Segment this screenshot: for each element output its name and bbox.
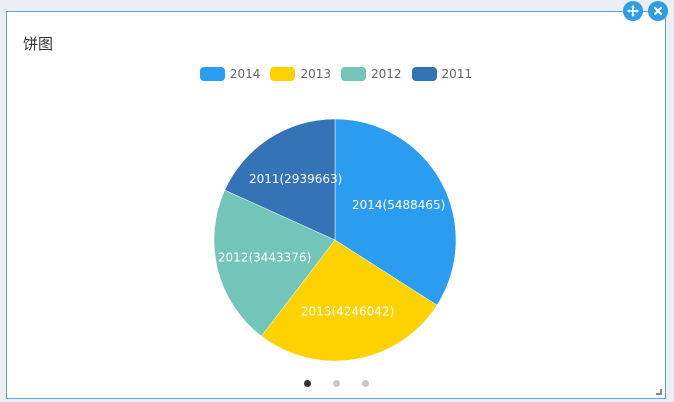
chart-widget: 饼图 2014 2013 2012 2011 2014(5488465) 2013(42… bbox=[6, 11, 666, 399]
legend-item-2014[interactable]: 2014 bbox=[199, 67, 261, 81]
pie-chart: 2014(5488465) 2013(4246042) 2012(3443376) 2… bbox=[213, 118, 457, 362]
pager-dot-1[interactable] bbox=[303, 380, 311, 387]
pie-slice-2014[interactable] bbox=[334, 118, 457, 306]
slice-label-2014: 2014(5488465) bbox=[352, 198, 445, 212]
legend-label: 2013 bbox=[300, 67, 331, 81]
legend-swatch bbox=[341, 67, 366, 81]
legend-item-2013[interactable]: 2013 bbox=[270, 67, 331, 81]
close-icon-glyph bbox=[653, 6, 663, 16]
move-icon[interactable] bbox=[623, 1, 643, 21]
slice-label-2013: 2013(4246042) bbox=[301, 304, 394, 318]
pie-slice-2013[interactable] bbox=[261, 239, 438, 362]
pie-slice-2012[interactable] bbox=[213, 189, 336, 337]
legend-swatch bbox=[270, 67, 296, 81]
legend-label: 2012 bbox=[371, 67, 402, 81]
chart-title: 饼图 bbox=[23, 35, 54, 53]
legend-swatch bbox=[411, 67, 437, 81]
pager-dot-3[interactable] bbox=[361, 380, 369, 387]
legend-label: 2014 bbox=[229, 67, 261, 81]
close-icon[interactable] bbox=[648, 1, 668, 21]
legend-item-2012[interactable]: 2012 bbox=[341, 67, 402, 81]
legend-swatch bbox=[199, 67, 225, 81]
pager-dot-2[interactable] bbox=[332, 380, 340, 387]
slice-label-2012: 2012(3443376) bbox=[218, 251, 311, 265]
move-icon-glyph bbox=[627, 5, 639, 17]
legend-label: 2011 bbox=[441, 67, 473, 81]
resize-handle[interactable] bbox=[656, 389, 662, 395]
chart-legend: 2014 2013 2012 2011 bbox=[7, 67, 665, 81]
pie-slice-2011[interactable] bbox=[224, 118, 336, 241]
pagination-dots bbox=[7, 380, 665, 387]
slice-label-2011: 2011(2939663) bbox=[249, 172, 342, 186]
legend-item-2011[interactable]: 2011 bbox=[411, 67, 473, 81]
